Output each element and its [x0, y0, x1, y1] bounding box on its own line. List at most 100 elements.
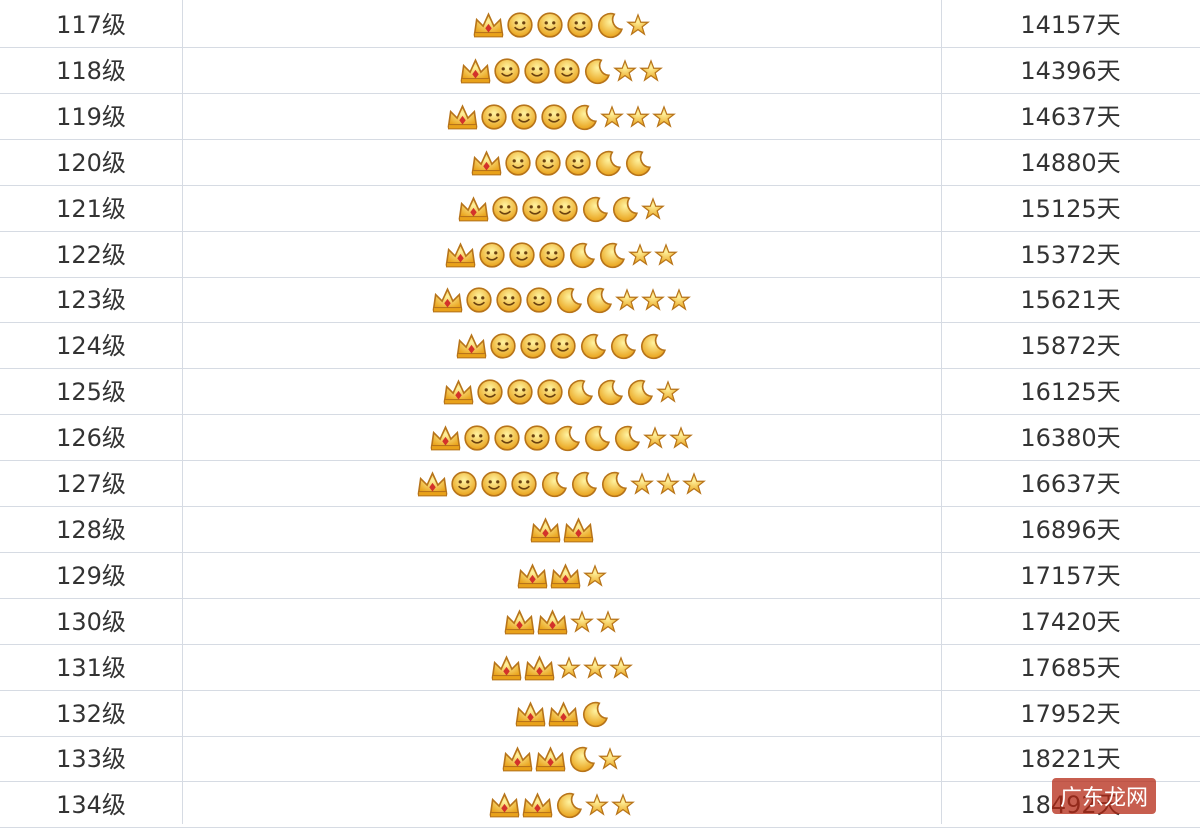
table-row: 127级 16637天: [0, 461, 1200, 507]
table-row: 128级 16896天: [0, 507, 1200, 553]
table-row: 119级 14637天: [0, 94, 1200, 140]
table-row: 132级 17952天: [0, 691, 1200, 737]
star-icon: [683, 473, 705, 494]
moon-icon: [571, 104, 597, 131]
moon-icon: [582, 196, 608, 222]
table-row: 131级 17685天: [0, 645, 1200, 691]
table-row: 117级 14157天: [0, 2, 1200, 48]
moon-icon: [584, 58, 610, 85]
sun-icon: [481, 104, 507, 130]
level-cell: 123级: [56, 286, 126, 315]
level-cell: 128级: [56, 515, 126, 544]
table-row: 134级18492天: [0, 782, 1200, 828]
table-row: 122级 15372天: [0, 232, 1200, 278]
icon-cell: [182, 232, 941, 278]
crown-icon: [530, 518, 560, 543]
crown-icon: [491, 655, 521, 681]
level-cell: 132级: [56, 699, 126, 728]
table-row: 121级 15125天: [0, 186, 1200, 232]
sun-icon: [524, 58, 550, 84]
crown-icon: [502, 747, 532, 773]
crown-icon: [458, 196, 489, 222]
icon-cell: [182, 415, 941, 461]
crown-icon: [432, 288, 463, 314]
level-cell: 126级: [56, 424, 126, 453]
moon-icon: [571, 471, 597, 498]
moon-icon: [556, 793, 582, 819]
star-icon: [668, 289, 690, 311]
sun-icon: [554, 58, 580, 84]
sun-icon: [464, 425, 490, 451]
moon-icon: [597, 12, 623, 39]
star-icon: [585, 794, 608, 816]
icon-cell: [182, 691, 941, 737]
days-cell: 14396天: [1020, 56, 1121, 85]
column-line: [941, 0, 942, 824]
days-cell: 17952天: [1020, 699, 1121, 728]
days-cell: 16125天: [1020, 378, 1121, 407]
star-icon: [583, 564, 606, 586]
star-icon: [583, 656, 606, 678]
moon-icon: [584, 425, 610, 452]
crown-icon: [460, 59, 491, 84]
sun-icon: [479, 241, 505, 268]
moon-icon: [640, 334, 666, 360]
moon-icon: [601, 471, 627, 498]
crown-icon: [524, 655, 554, 681]
crown-icon: [537, 610, 567, 635]
crown-icon: [473, 13, 504, 38]
sun-icon: [511, 471, 537, 497]
sun-icon: [494, 58, 520, 84]
icon-cell: [182, 736, 941, 782]
level-cell: 120级: [56, 148, 126, 177]
star-icon: [611, 794, 634, 816]
star-icon: [614, 60, 636, 81]
icon-cell: [182, 2, 941, 48]
days-cell: 14157天: [1020, 11, 1121, 39]
level-cell: 122级: [56, 240, 126, 269]
sun-icon: [520, 333, 546, 360]
icon-cell: [182, 599, 941, 645]
moon-icon: [569, 242, 595, 268]
star-icon: [655, 243, 677, 265]
crown-icon: [443, 380, 474, 405]
moon-icon: [541, 471, 567, 498]
star-icon: [642, 197, 664, 219]
watermark: 广东龙网: [1051, 778, 1156, 814]
moon-icon: [586, 288, 612, 314]
sun-icon: [466, 287, 492, 314]
moon-icon: [612, 196, 638, 222]
level-cell: 134级: [56, 791, 126, 820]
crown-icon: [489, 793, 519, 818]
icon-cell: [182, 94, 941, 140]
days-cell: 17685天: [1020, 653, 1121, 682]
table-row: 133级 18221天: [0, 736, 1200, 783]
icon-cell: [182, 186, 941, 232]
moon-icon: [599, 242, 625, 268]
star-icon: [670, 427, 692, 448]
table-row: 129级 17157天: [0, 553, 1200, 599]
star-icon: [644, 427, 666, 448]
star-icon: [601, 105, 623, 127]
days-cell: 18221天: [1020, 745, 1121, 774]
star-icon: [653, 105, 675, 127]
days-cell: 17420天: [1020, 607, 1121, 636]
sun-icon: [550, 333, 576, 360]
star-icon: [629, 243, 651, 265]
days-cell: 14637天: [1020, 102, 1121, 131]
star-icon: [627, 105, 649, 127]
moon-icon: [556, 288, 582, 314]
icon-cell: [182, 782, 941, 828]
level-cell: 119级: [56, 102, 126, 131]
table-row: 123级 15621天: [0, 277, 1200, 324]
days-cell: 15872天: [1020, 332, 1121, 361]
sun-icon: [567, 12, 593, 38]
days-cell: 16637天: [1020, 470, 1121, 498]
crown-icon: [456, 334, 487, 359]
icon-cell: [182, 323, 941, 369]
sun-icon: [492, 195, 518, 222]
crown-icon: [535, 747, 565, 773]
star-icon: [631, 473, 653, 494]
